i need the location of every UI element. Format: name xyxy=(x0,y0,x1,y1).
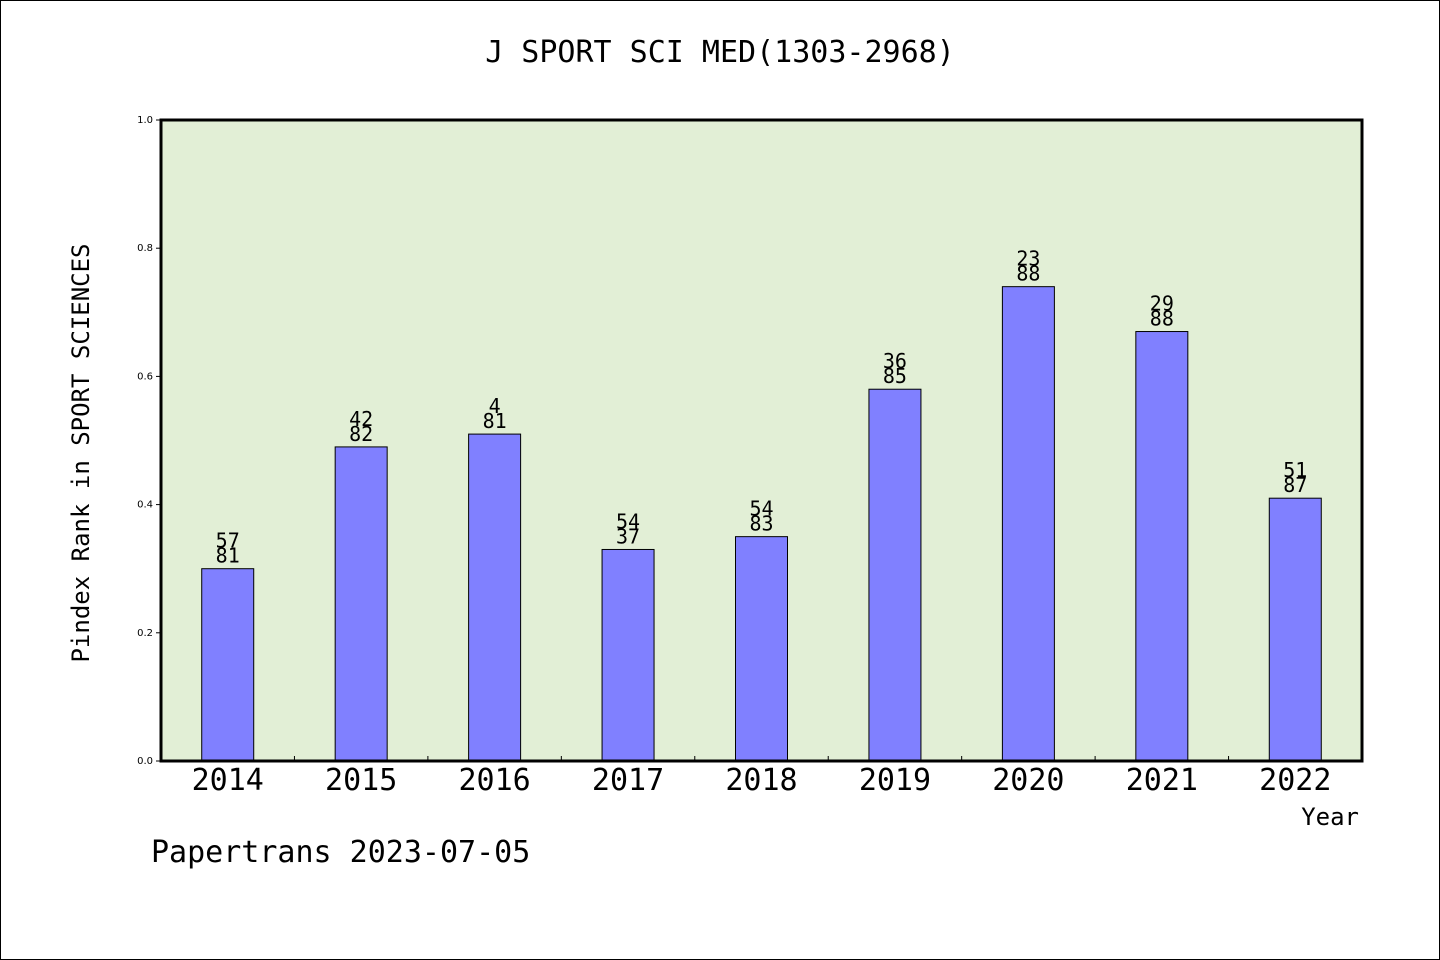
bar xyxy=(1268,497,1322,762)
chart-title: J SPORT SCI MED(1303-2968) xyxy=(485,35,955,70)
bar-total-label: 88 xyxy=(1016,262,1040,286)
bar xyxy=(1135,331,1189,762)
bar-total-label: 37 xyxy=(616,524,640,548)
x-tick-label: 2017 xyxy=(592,763,664,798)
y-tick-label: 0.4 xyxy=(137,500,153,511)
bar-total-label: 85 xyxy=(883,364,907,388)
bar-rank-label: 4 xyxy=(489,394,501,418)
bar-total-label: 88 xyxy=(1150,307,1174,331)
bar-rank-label: 23 xyxy=(1016,247,1040,271)
bar xyxy=(868,388,922,762)
y-tick-label: 0.0 xyxy=(137,756,153,767)
y-tick-label: 0.8 xyxy=(137,243,153,254)
x-axis-label: Year xyxy=(1301,803,1359,831)
footer-note: Papertrans 2023-07-05 xyxy=(151,835,531,870)
bar-rank-label: 29 xyxy=(1150,292,1174,316)
y-tick-label: 1.0 xyxy=(137,115,153,126)
x-tick-label: 2022 xyxy=(1259,763,1331,798)
x-tick-label: 2014 xyxy=(192,763,264,798)
bar-rank-label: 42 xyxy=(349,407,373,431)
bar-total-label: 81 xyxy=(216,544,240,568)
bar-rank-label: 54 xyxy=(749,497,773,521)
x-tick-label: 2015 xyxy=(325,763,397,798)
bar xyxy=(468,433,522,762)
bar-total-label: 83 xyxy=(749,512,773,536)
y-tick-label: 0.6 xyxy=(137,371,153,382)
bar-total-label: 82 xyxy=(349,422,373,446)
bar xyxy=(1001,286,1055,762)
bar xyxy=(601,548,655,762)
x-tick-label: 2016 xyxy=(458,763,530,798)
bar-rank-label: 57 xyxy=(216,529,240,553)
bar-rank-label: 36 xyxy=(883,349,907,373)
bar xyxy=(334,446,388,762)
x-tick-label: 2018 xyxy=(725,763,797,798)
x-tick-label: 2020 xyxy=(992,763,1064,798)
bar xyxy=(735,536,788,762)
bar xyxy=(201,568,255,762)
x-tick-label: 2019 xyxy=(859,763,931,798)
y-tick-label: 0.2 xyxy=(137,628,153,639)
bar-rank-label: 51 xyxy=(1283,458,1307,482)
bar-rank-label: 54 xyxy=(616,509,640,533)
bar-total-label: 87 xyxy=(1283,473,1307,497)
bar-total-label: 81 xyxy=(483,409,507,433)
plot-frame xyxy=(159,118,1364,763)
x-tick-label: 2021 xyxy=(1126,763,1198,798)
